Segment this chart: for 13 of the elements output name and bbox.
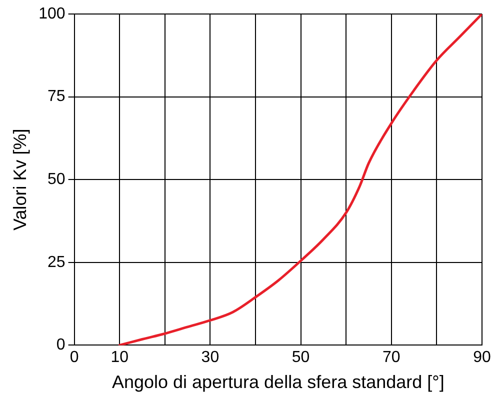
y-tick-label: 0 [56,336,66,354]
y-tick-label: 75 [48,88,66,106]
x-tick-label: 0 [70,349,79,366]
x-tick-label: 30 [201,349,220,366]
x-axis-title: Angolo di apertura della sfera standard [°] [112,372,444,392]
x-tick-label: 10 [110,349,129,366]
y-tick-label: 25 [48,254,66,271]
x-tick-label: 90 [473,349,491,366]
y-axis-title: Valori Kv [%] [10,128,30,230]
y-tick-label: 50 [48,171,66,188]
x-tick-label: 50 [292,349,310,366]
x-tick-label: 70 [382,349,400,366]
y-tick-label: 100 [38,5,66,22]
